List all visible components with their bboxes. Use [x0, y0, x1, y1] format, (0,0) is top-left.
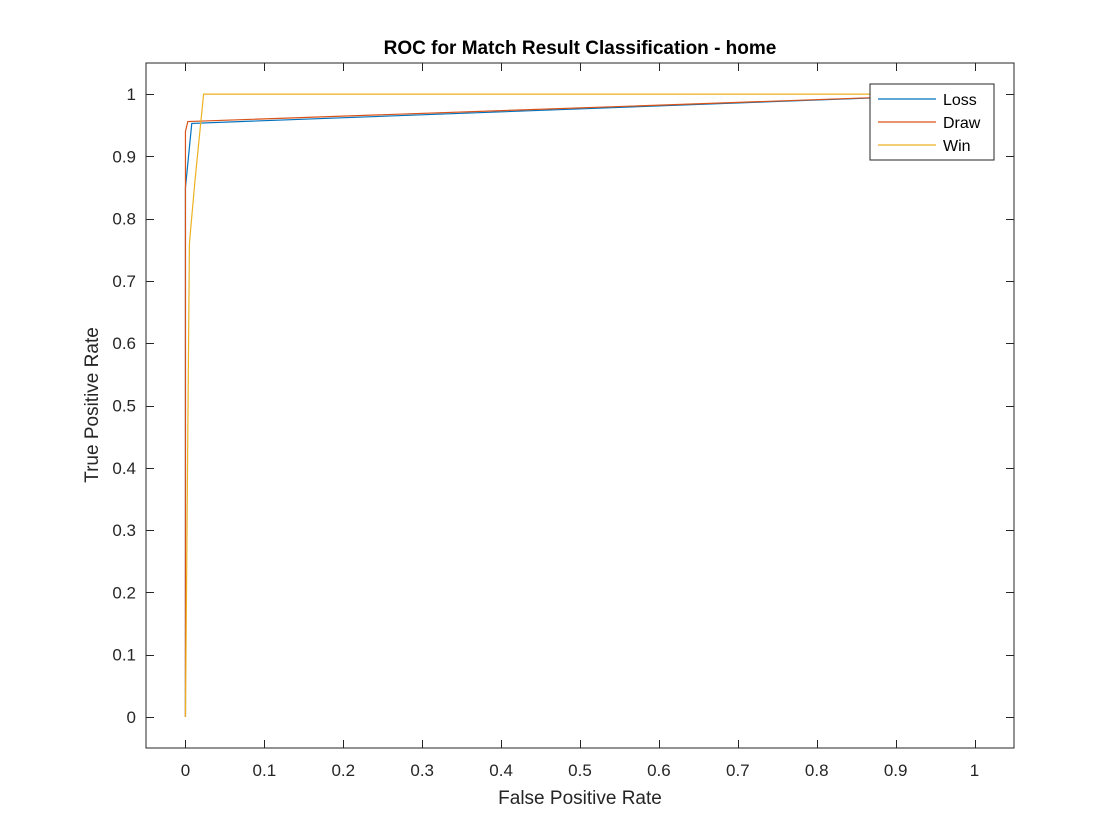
- legend: Loss Draw Win: [869, 83, 995, 161]
- series-line-draw: [184, 93, 975, 717]
- series-layer: [184, 93, 975, 717]
- x-tick-label: 0.1: [253, 761, 277, 780]
- legend-label-draw: Draw: [943, 115, 981, 132]
- y-tick-label: 0.9: [112, 147, 136, 166]
- axes-box: [145, 62, 1015, 749]
- legend-label-loss: Loss: [943, 92, 977, 109]
- x-tick-label: 0: [181, 761, 190, 780]
- x-tick-label: 0.7: [726, 761, 750, 780]
- x-tick-label: 0.6: [647, 761, 671, 780]
- x-tick-label: 0.9: [884, 761, 908, 780]
- x-axis-label: False Positive Rate: [498, 788, 662, 809]
- x-tick-label: 0.5: [568, 761, 592, 780]
- y-tick-label: 0.1: [112, 646, 136, 665]
- y-tick-label: 0.5: [112, 397, 136, 416]
- x-tick-label: 1: [970, 761, 979, 780]
- ticks-layer: 0 0.1 0.2 0.3 0.4 0.5 0.6 0.7 0.8 0.9 1 0 0.1 0.2 0.3 0…: [112, 63, 1014, 780]
- y-tick-label: 0.8: [112, 210, 136, 229]
- y-tick-label: 0.3: [112, 521, 136, 540]
- y-axis-label: True Positive Rate: [82, 327, 103, 483]
- y-tick-label: 0.2: [112, 583, 136, 602]
- plot-area: [145, 62, 1015, 749]
- x-tick-label: 0.2: [331, 761, 355, 780]
- x-tick-label: 0.3: [410, 761, 434, 780]
- y-tick-label: 0: [127, 708, 136, 727]
- y-tick-label: 0.6: [112, 334, 136, 353]
- chart-title: ROC for Match Result Classification - ho…: [384, 38, 777, 59]
- y-tick-label: 0.4: [112, 459, 136, 478]
- series-line-loss: [184, 93, 975, 717]
- y-tick-label: 1: [127, 85, 136, 104]
- y-tick-label: 0.7: [112, 272, 136, 291]
- x-tick-label: 0.4: [489, 761, 513, 780]
- series-line-win: [184, 93, 975, 717]
- legend-label-win: Win: [943, 138, 971, 155]
- x-tick-label: 0.8: [805, 761, 829, 780]
